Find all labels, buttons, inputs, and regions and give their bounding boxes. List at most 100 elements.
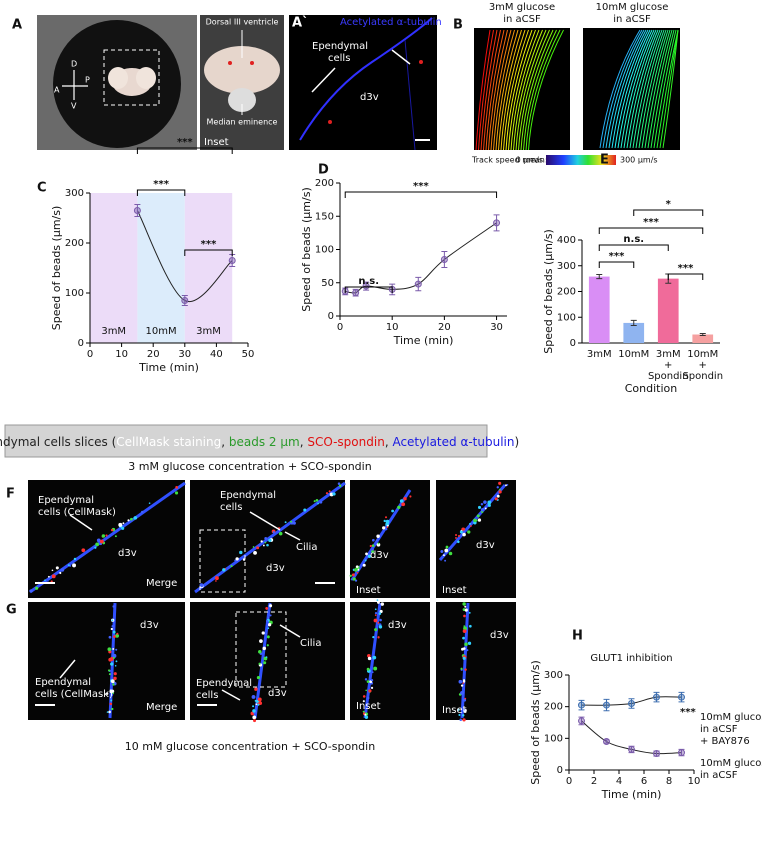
bead — [268, 538, 272, 542]
bead — [239, 550, 243, 555]
track — [662, 29, 679, 149]
significance-bracket — [344, 286, 393, 293]
bead — [112, 605, 115, 608]
track — [515, 29, 547, 151]
bead — [372, 655, 377, 660]
bead — [175, 485, 179, 489]
bead — [253, 719, 257, 723]
bead — [67, 564, 70, 567]
micrograph-label: cells — [196, 690, 218, 701]
micrograph-label: d3v — [140, 620, 159, 631]
bar — [692, 334, 714, 343]
bead — [115, 633, 120, 638]
bead — [267, 627, 270, 630]
y-tick-label: 100 — [544, 733, 563, 744]
cilia-band — [460, 602, 470, 719]
cilia-line — [299, 17, 433, 141]
bead — [386, 526, 389, 529]
error-bar — [134, 204, 141, 217]
bead — [112, 656, 115, 659]
bead — [370, 678, 374, 682]
bead — [315, 498, 319, 502]
bead — [448, 551, 453, 556]
bead — [111, 619, 114, 622]
bead — [397, 505, 401, 510]
micrograph-label: Cilia — [296, 542, 317, 553]
micrograph-label: d3v — [490, 630, 509, 641]
track — [528, 29, 564, 151]
bead — [457, 534, 460, 538]
significance: *** — [609, 251, 625, 262]
micrograph-label: d3v — [266, 563, 285, 574]
bead — [108, 673, 111, 676]
bead — [110, 662, 114, 666]
bead — [460, 690, 465, 695]
micrograph-label: d3v — [268, 688, 287, 699]
bead — [379, 618, 382, 622]
bead — [498, 481, 502, 485]
condition-label: 10mM glucose — [596, 2, 669, 13]
data-point — [440, 255, 448, 263]
data-point — [181, 297, 189, 304]
bead — [371, 550, 375, 553]
bead — [251, 695, 256, 699]
bead — [440, 549, 444, 553]
bead — [319, 500, 323, 504]
significance: *** — [177, 137, 193, 148]
bead — [112, 653, 117, 658]
data-point — [628, 700, 635, 707]
cilia-line — [404, 39, 416, 151]
bead — [59, 571, 62, 575]
x-tick-label: 0 — [337, 322, 343, 333]
bead — [387, 524, 389, 527]
bead — [81, 548, 86, 553]
bead — [362, 695, 366, 698]
orientation-cross — [62, 70, 88, 100]
stain-label: Acetylated α-tubulin — [340, 17, 442, 28]
inset-label: Dorsal III ventricle — [206, 18, 279, 27]
micrograph — [436, 602, 516, 720]
bead — [355, 565, 359, 568]
inset-label: Median eminence — [207, 118, 278, 127]
x-tick-label: + — [664, 360, 672, 371]
bead — [99, 539, 104, 544]
bead — [399, 499, 404, 503]
significance: *** — [680, 707, 696, 718]
bead — [373, 666, 378, 671]
banner-part: , — [385, 435, 393, 449]
bead — [462, 679, 466, 682]
bead — [368, 689, 372, 693]
track — [523, 29, 557, 151]
bead — [114, 664, 117, 667]
bead — [461, 647, 464, 651]
bead — [458, 679, 463, 684]
significance-bracket — [633, 209, 704, 216]
bead — [367, 696, 370, 700]
bar — [657, 278, 679, 343]
track — [485, 29, 505, 151]
bead — [258, 650, 262, 654]
bead — [263, 661, 267, 665]
bead — [115, 660, 118, 663]
cilia-band — [29, 481, 186, 594]
condition-region — [184, 193, 233, 343]
y-axis-label: Speed of beads (µm/s) — [529, 660, 542, 785]
x-tick-label: 50 — [242, 349, 255, 360]
track — [488, 29, 508, 151]
bead — [477, 505, 482, 509]
bead — [215, 580, 217, 582]
bead — [377, 621, 380, 624]
significance-bracket — [136, 189, 186, 196]
bead — [374, 612, 378, 615]
bead — [409, 495, 412, 498]
bead — [484, 507, 487, 510]
x-tick-label: 20 — [438, 322, 451, 333]
orientation-label: A — [54, 86, 60, 95]
bead — [457, 540, 460, 544]
panel-letter: D — [318, 163, 329, 178]
track — [500, 29, 526, 151]
x-tick-label: 10 — [688, 776, 701, 787]
inset-caption: Inset — [204, 137, 229, 148]
panel-letter: A` — [292, 16, 309, 31]
asterisk — [250, 61, 254, 65]
